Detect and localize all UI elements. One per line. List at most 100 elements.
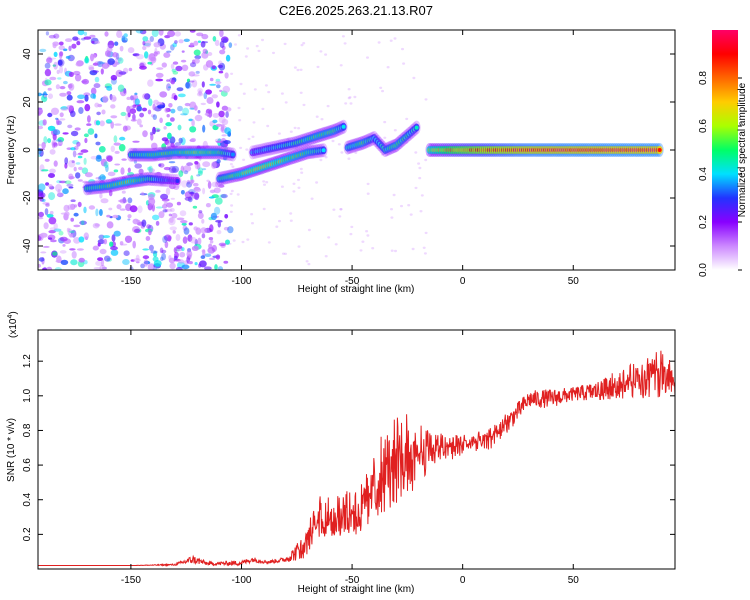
noise-cell bbox=[152, 103, 156, 111]
noise-cell bbox=[180, 190, 185, 195]
noise-cell bbox=[201, 218, 205, 224]
noise-cell bbox=[153, 51, 158, 57]
noise-cell bbox=[186, 179, 191, 185]
noise-cell bbox=[135, 254, 140, 261]
snr-x-tick-label: -50 bbox=[345, 575, 360, 586]
noise-cell bbox=[114, 163, 121, 166]
noise-cell bbox=[172, 71, 179, 75]
noise-cell bbox=[219, 30, 224, 38]
noise-cell bbox=[341, 35, 345, 38]
noise-cell bbox=[418, 166, 422, 170]
noise-cell bbox=[102, 95, 109, 104]
noise-cell bbox=[148, 244, 154, 251]
track-core bbox=[657, 148, 662, 152]
noise-cell bbox=[113, 142, 121, 146]
noise-cell bbox=[160, 193, 169, 200]
snr-y-tick-label: 1.0 bbox=[22, 388, 33, 402]
noise-cell bbox=[218, 110, 225, 118]
noise-cell bbox=[344, 102, 348, 105]
noise-cell bbox=[202, 168, 207, 171]
spectrogram-panel: -150 -100 -50 0 50 -40 -20 0 20 40 Height of stra… bbox=[6, 29, 676, 295]
noise-cell bbox=[266, 124, 270, 128]
noise-cell bbox=[179, 210, 187, 217]
noise-cell bbox=[77, 179, 83, 182]
noise-cell bbox=[331, 139, 335, 143]
noise-cell bbox=[60, 107, 69, 111]
noise-cell bbox=[208, 257, 216, 260]
noise-cell bbox=[390, 208, 393, 211]
noise-cell bbox=[99, 120, 105, 127]
noise-cell bbox=[177, 105, 183, 112]
noise-cell bbox=[366, 56, 369, 59]
noise-cell bbox=[88, 205, 96, 210]
noise-cell bbox=[194, 114, 203, 122]
noise-cell bbox=[423, 252, 427, 255]
noise-cell bbox=[79, 220, 87, 225]
noise-cell bbox=[107, 40, 115, 49]
noise-cell bbox=[130, 95, 134, 101]
noise-cell bbox=[140, 263, 146, 269]
noise-cell bbox=[76, 100, 85, 104]
noise-cell bbox=[147, 79, 154, 87]
noise-cell bbox=[161, 143, 167, 151]
spec-y-tick-label: 20 bbox=[22, 96, 33, 108]
noise-cell bbox=[407, 204, 411, 207]
noise-cell bbox=[200, 41, 206, 48]
noise-cell bbox=[218, 115, 226, 124]
noise-cell bbox=[424, 158, 428, 162]
noise-cell bbox=[161, 137, 169, 142]
noise-cell bbox=[113, 135, 118, 143]
noise-cell bbox=[152, 214, 160, 221]
noise-cell bbox=[92, 70, 99, 73]
noise-cell bbox=[104, 31, 109, 37]
noise-cell bbox=[349, 232, 353, 236]
noise-cell bbox=[59, 86, 66, 90]
noise-cell bbox=[108, 207, 113, 211]
noise-cell bbox=[214, 39, 220, 47]
noise-cell bbox=[272, 51, 275, 55]
noise-cell bbox=[172, 42, 177, 48]
noise-cell bbox=[71, 160, 75, 164]
noise-cell bbox=[383, 136, 387, 139]
noise-cell bbox=[189, 236, 197, 244]
noise-cell bbox=[229, 192, 233, 196]
noise-cell bbox=[165, 122, 172, 127]
noise-cell bbox=[58, 45, 65, 51]
noise-cell bbox=[113, 230, 121, 237]
noise-cell bbox=[181, 264, 190, 270]
noise-cell bbox=[289, 212, 293, 215]
noise-cell bbox=[94, 133, 98, 139]
noise-cell bbox=[55, 139, 62, 142]
noise-cell bbox=[319, 158, 323, 162]
noise-cell bbox=[149, 36, 154, 42]
noise-cell bbox=[212, 113, 220, 118]
noise-cell bbox=[171, 165, 180, 173]
noise-cell bbox=[190, 62, 197, 68]
noise-cell bbox=[194, 187, 202, 192]
noise-cell bbox=[214, 181, 220, 188]
noise-cell bbox=[142, 40, 146, 46]
noise-cell bbox=[63, 204, 70, 212]
noise-cell bbox=[148, 165, 153, 174]
noise-cell bbox=[205, 203, 211, 208]
noise-cell bbox=[198, 210, 203, 214]
noise-cell bbox=[361, 240, 365, 243]
noise-cell bbox=[171, 212, 178, 219]
noise-cell bbox=[223, 226, 230, 231]
noise-cell bbox=[38, 125, 44, 130]
noise-cell bbox=[218, 60, 223, 66]
snr-y-tick-label: 0.4 bbox=[22, 492, 33, 506]
noise-cell bbox=[161, 249, 167, 254]
noise-cell bbox=[161, 252, 167, 261]
noise-cell bbox=[195, 70, 200, 74]
noise-cell bbox=[81, 167, 89, 174]
track-core bbox=[341, 124, 346, 129]
noise-cell bbox=[215, 140, 223, 143]
noise-cell bbox=[168, 166, 177, 174]
noise-cell bbox=[176, 217, 185, 221]
snr-y-tick-label: 1.2 bbox=[22, 354, 33, 368]
spectrogram-cells bbox=[38, 30, 664, 270]
noise-cell bbox=[166, 50, 172, 53]
noise-cell bbox=[73, 166, 77, 172]
noise-cell bbox=[188, 261, 193, 265]
